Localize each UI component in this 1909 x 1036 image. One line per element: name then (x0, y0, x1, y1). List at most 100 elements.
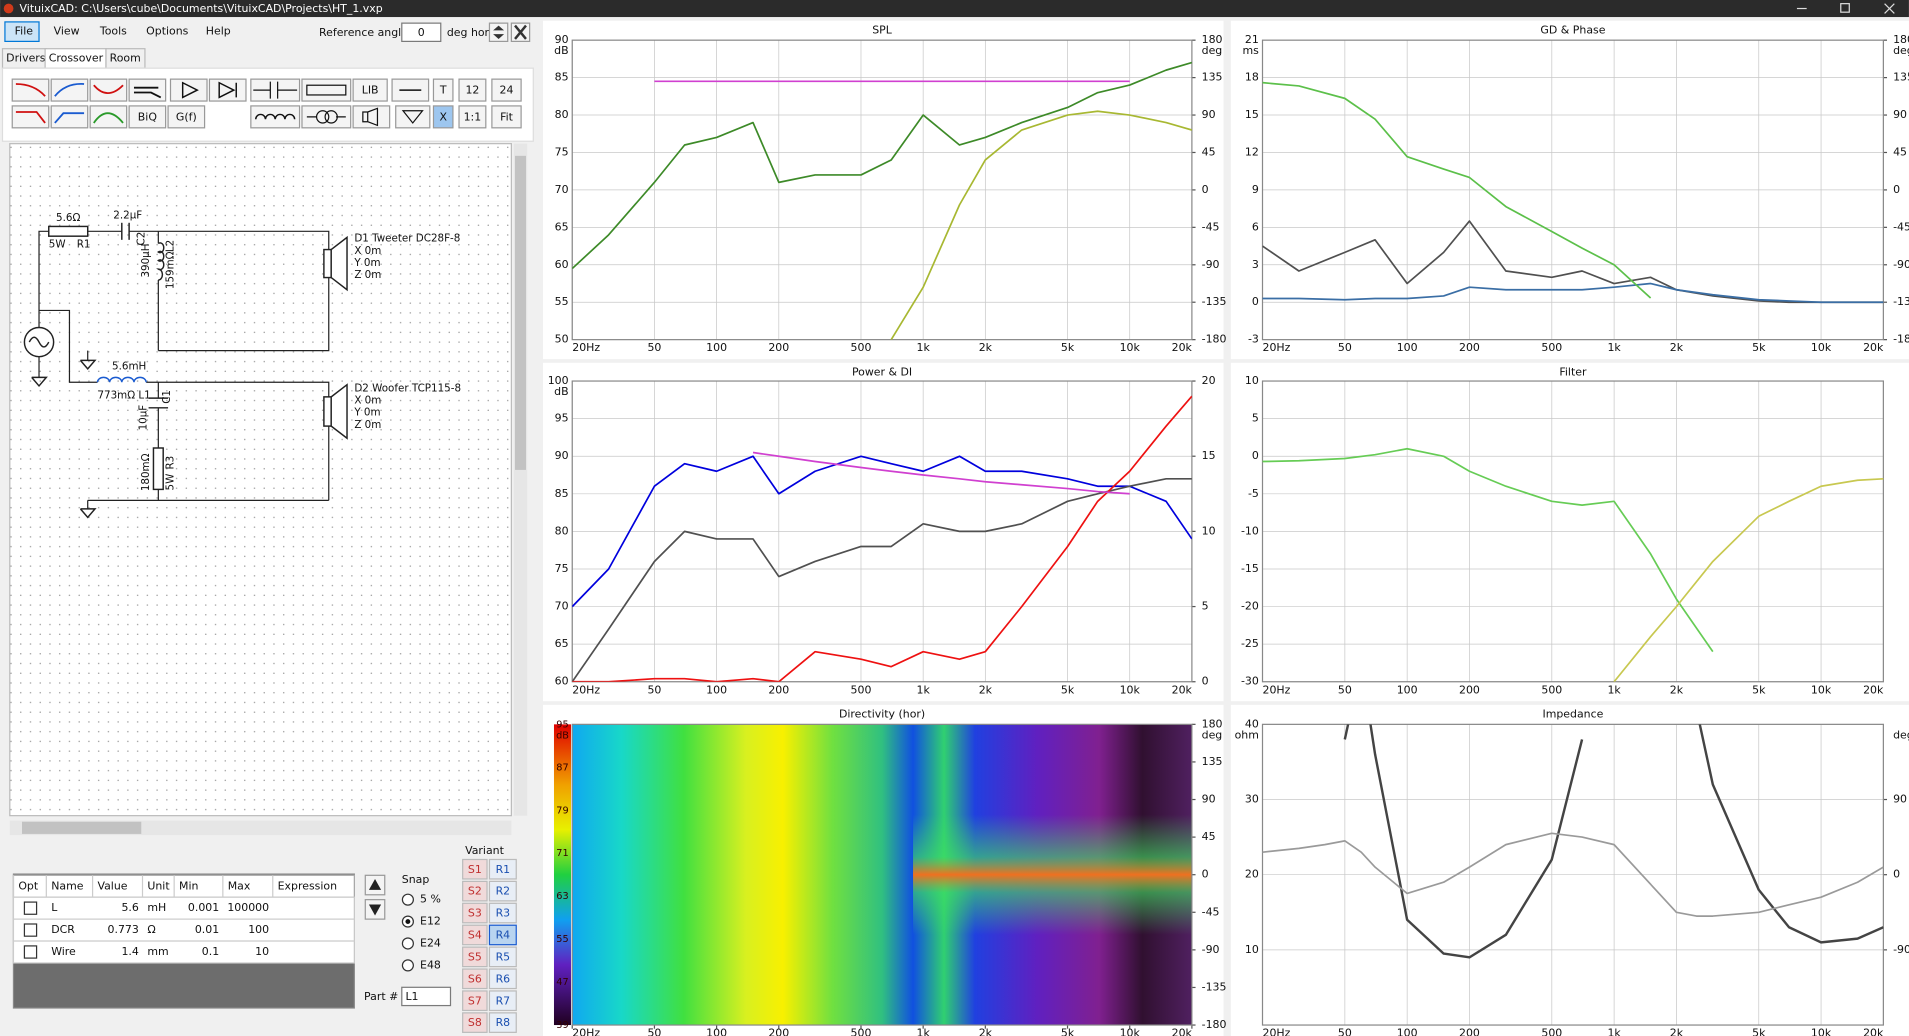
v-scroll-thumb[interactable] (515, 155, 526, 470)
y-tick-label: 85 (555, 71, 569, 84)
schematic-label: Z 0m (354, 419, 381, 431)
plot-lines (572, 395, 1192, 682)
y2-tick-label: 0 (1893, 868, 1900, 881)
y2-tick-label: 180 (1202, 717, 1223, 730)
y2-tick-label: -135 (1893, 295, 1909, 308)
menu-item[interactable]: File (15, 25, 34, 38)
driver-button[interactable] (352, 105, 391, 129)
y2-tick-label: -90 (1893, 258, 1909, 271)
y-tick-label: 60 (555, 258, 569, 271)
capacitor-button[interactable] (250, 78, 301, 102)
table-cell: DCR (51, 923, 75, 936)
variant-s-button[interactable] (462, 946, 488, 968)
series-line (1262, 81, 1652, 299)
x-tick-label: 500 (851, 341, 872, 354)
variant-r-button[interactable] (488, 1012, 517, 1033)
part-input[interactable] (401, 986, 452, 1007)
filter-button[interactable] (50, 105, 89, 129)
x-tick-label: 20Hz (1263, 1027, 1291, 1036)
menu-highlight (4, 21, 40, 42)
toolbar-button[interactable] (167, 105, 206, 129)
window-controls[interactable] (1796, 3, 1895, 14)
notch-icon (133, 86, 162, 99)
snap-radio[interactable] (401, 893, 414, 906)
variant-r-button[interactable] (488, 858, 517, 880)
variant-r-label: R7 (496, 994, 511, 1007)
menu-item[interactable]: View (54, 25, 80, 38)
toolbar-button[interactable] (491, 105, 522, 129)
y2-tick-label: 15 (1202, 449, 1216, 462)
variant-s-button[interactable] (462, 924, 488, 946)
resistor-button[interactable] (301, 78, 352, 102)
x-tick-label: 200 (768, 341, 789, 354)
amp-button[interactable] (169, 78, 208, 102)
y2-tick-label: 180 (1893, 33, 1909, 46)
menu-item[interactable]: Help (206, 25, 231, 38)
spin-button[interactable] (488, 22, 509, 42)
color-tick-label: 55 (556, 934, 568, 945)
filter-button[interactable] (89, 105, 128, 129)
y-tick-label: 3 (1252, 258, 1259, 271)
variant-r-button[interactable] (488, 990, 517, 1012)
variant-s-button[interactable] (462, 968, 488, 990)
schematic-label: D1 Tweeter DC28F-8 (354, 233, 460, 245)
filter-button[interactable] (11, 78, 50, 102)
snap-radio[interactable] (401, 959, 414, 972)
table-cell: 100 (248, 923, 269, 936)
variant-r-button[interactable] (488, 924, 517, 946)
opt-checkbox[interactable] (23, 923, 38, 937)
y2-tick-label: 45 (1202, 830, 1216, 843)
table-row[interactable] (12, 940, 355, 964)
h-scroll-thumb[interactable] (21, 821, 142, 834)
variant-r-button[interactable] (488, 902, 517, 924)
y-tick-label: 90 (555, 33, 569, 46)
toolbar-button[interactable] (491, 78, 522, 102)
filter-button[interactable] (89, 78, 128, 102)
amp-button[interactable] (208, 78, 247, 102)
x-tick-label: 100 (1397, 1027, 1418, 1036)
toolbar-button[interactable] (458, 105, 487, 129)
table-cell: 0.001 (188, 901, 219, 914)
x-tick-label: 1k (1607, 1027, 1621, 1036)
variant-r-button[interactable] (488, 946, 517, 968)
variant-s-button[interactable] (462, 858, 488, 880)
toolbar-label: 24 (500, 84, 514, 97)
menu-item[interactable]: Options (146, 25, 189, 38)
y2-unit: deg (1893, 44, 1909, 57)
toolbar-label: T (439, 84, 447, 97)
toolbar-button[interactable] (432, 105, 454, 129)
reference-value: 0 (418, 26, 425, 39)
ground-button[interactable] (395, 105, 431, 129)
chart-title: GD & Phase (1540, 23, 1605, 36)
variant-s-button[interactable] (462, 902, 488, 924)
menu-item[interactable]: Tools (99, 25, 127, 38)
driver-icon (362, 107, 379, 127)
reference-input[interactable] (401, 22, 442, 42)
y-tick-label: 21 (1245, 33, 1259, 46)
table-cell: L (51, 901, 58, 914)
variant-s-button[interactable] (462, 990, 488, 1012)
y2-tick-label: 135 (1202, 71, 1223, 84)
toolbar-button[interactable] (128, 105, 167, 129)
x-tick-label: 1k (917, 1027, 931, 1036)
toolbar-button[interactable] (432, 78, 454, 102)
filter-icon (93, 84, 124, 95)
x-tick-label: 20k (1863, 341, 1884, 354)
variant-s-button[interactable] (462, 880, 488, 902)
y2-tick-label: 135 (1202, 755, 1223, 768)
schematic-label: 5.6mH (112, 360, 146, 372)
opt-checkbox[interactable] (23, 901, 38, 915)
toolbar-button[interactable] (458, 78, 487, 102)
table-row[interactable] (12, 896, 355, 920)
filter-button[interactable] (11, 105, 50, 129)
filter-button[interactable] (50, 78, 89, 102)
schematic-label: Y 0m (353, 407, 380, 419)
spin-icon (493, 25, 505, 39)
toolbar-button[interactable] (352, 78, 388, 102)
variant-s-button[interactable] (462, 1012, 488, 1033)
variant-r-button[interactable] (488, 968, 517, 990)
snap-radio[interactable] (401, 937, 414, 950)
variant-r-button[interactable] (488, 880, 517, 902)
transformer-button[interactable] (301, 105, 352, 129)
opt-checkbox[interactable] (23, 945, 38, 959)
